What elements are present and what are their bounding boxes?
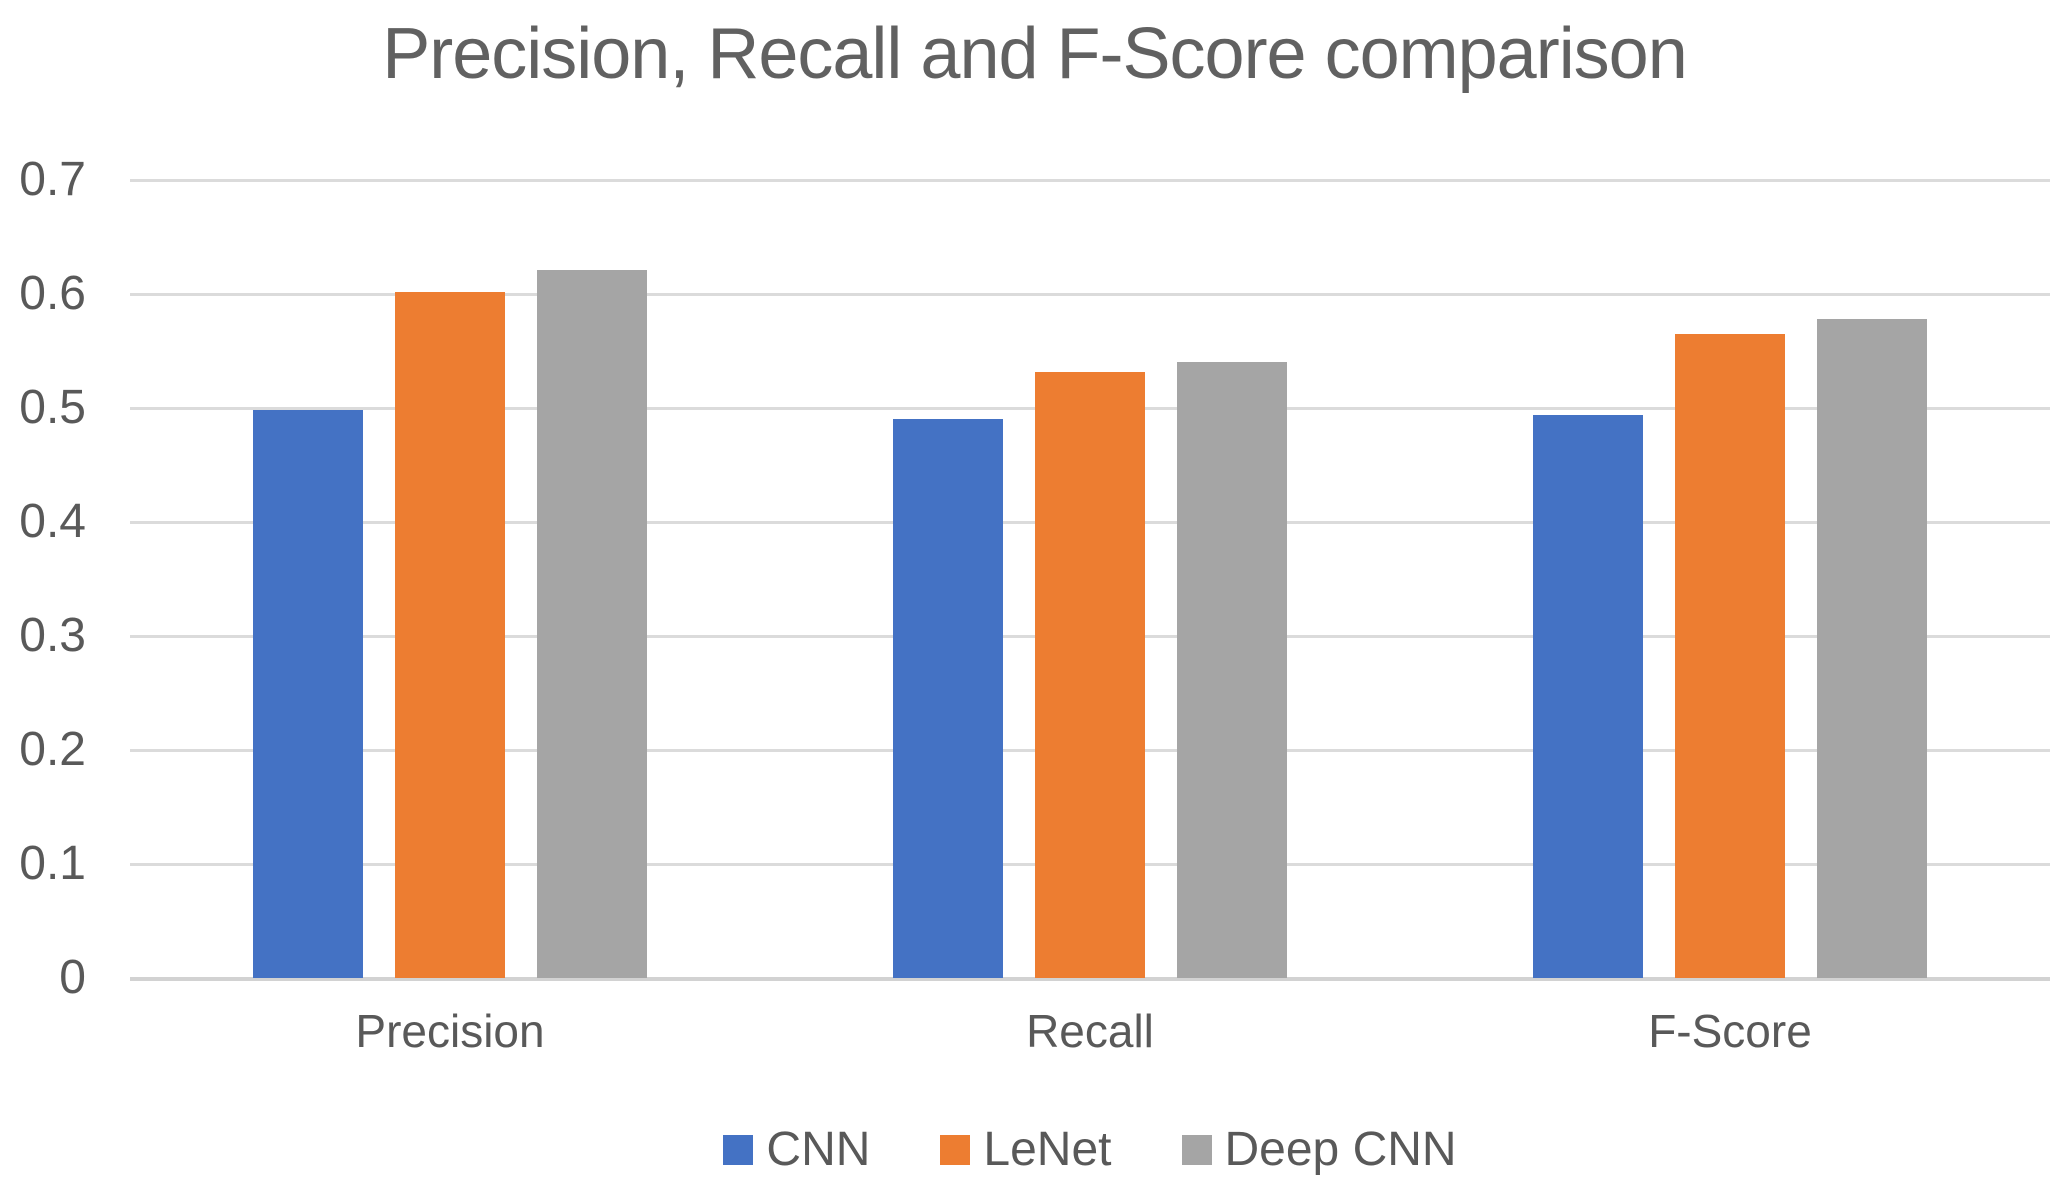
legend-label-cnn: CNN bbox=[766, 1123, 871, 1176]
x-axis-line bbox=[130, 977, 2050, 981]
bar-lenet-recall bbox=[1035, 372, 1145, 978]
legend-swatch-lenet bbox=[940, 1135, 971, 1165]
y-axis-tick-label: 0.1 bbox=[19, 837, 86, 890]
chart-title: Precision, Recall and F-Score comparison bbox=[382, 14, 1688, 94]
bar-cnn-f-score bbox=[1533, 415, 1643, 978]
y-axis-tick-label: 0.6 bbox=[19, 267, 86, 320]
legend-item-cnn: CNN bbox=[723, 1124, 870, 1176]
y-axis-tick-label: 0 bbox=[59, 951, 86, 1004]
legend: CNN LeNet Deep CNN bbox=[130, 1124, 2050, 1176]
y-axis-tick-label: 0.3 bbox=[19, 609, 86, 662]
x-axis-category-label-f-score: F-Score bbox=[1648, 1005, 1812, 1057]
bar-cnn-precision bbox=[253, 410, 363, 978]
x-axis-category-label-precision: Precision bbox=[355, 1005, 545, 1057]
bar-cnn-recall bbox=[893, 419, 1003, 978]
y-axis-tick-label: 0.7 bbox=[19, 153, 86, 206]
legend-swatch-deep-cnn bbox=[1181, 1135, 1212, 1165]
bar-deep-cnn-precision bbox=[537, 270, 647, 978]
x-axis-category-label-recall: Recall bbox=[1026, 1005, 1154, 1057]
bar-lenet-precision bbox=[395, 292, 505, 978]
legend-item-lenet: LeNet bbox=[940, 1123, 1112, 1176]
bar-lenet-f-score bbox=[1675, 334, 1785, 978]
y-axis-tick-label: 0.5 bbox=[19, 381, 86, 434]
legend-label-deep-cnn: Deep CNN bbox=[1224, 1123, 1457, 1176]
bar-deep-cnn-recall bbox=[1177, 362, 1287, 978]
gridline bbox=[130, 293, 2050, 296]
legend-item-deep-cnn: Deep CNN bbox=[1181, 1123, 1457, 1176]
y-axis-tick-label: 0.4 bbox=[19, 495, 86, 548]
bar-deep-cnn-f-score bbox=[1817, 319, 1927, 978]
legend-swatch-cnn bbox=[723, 1135, 754, 1165]
gridline bbox=[130, 179, 2050, 182]
y-axis-tick-label: 0.2 bbox=[19, 723, 86, 776]
legend-label-lenet: LeNet bbox=[983, 1123, 1112, 1176]
